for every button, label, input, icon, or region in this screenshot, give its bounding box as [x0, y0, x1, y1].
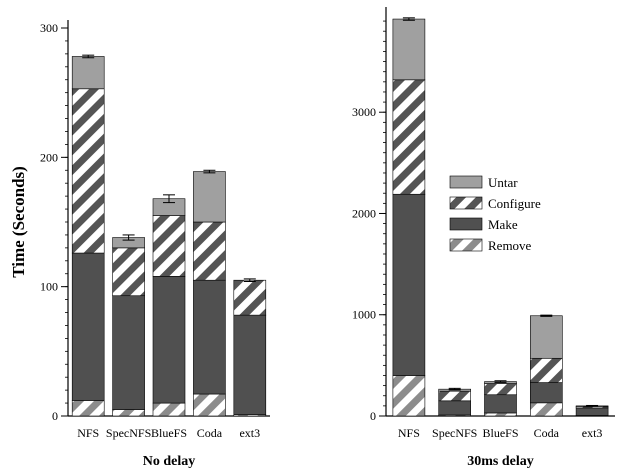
bar-segment-configure-nfs	[392, 79, 426, 195]
bar-segment-make-nfs	[392, 193, 426, 376]
bar-segment-make-ext3	[233, 314, 267, 416]
bar-segment-remove-bluefs	[484, 412, 517, 417]
legend-swatch-remove	[449, 238, 483, 252]
bar-segment-make-bluefs	[152, 276, 186, 404]
bar-segment-remove-bluefs	[152, 402, 186, 417]
bar-segment-untar-coda	[193, 171, 226, 223]
bar-segment-remove-nfs	[71, 400, 105, 417]
bar-segment-remove-coda	[529, 402, 563, 417]
y-tick-label: 300	[40, 21, 58, 35]
bar-segment-configure-coda	[193, 221, 226, 281]
bar-segment-remove-coda	[193, 393, 226, 417]
bar-segment-make-nfs	[71, 252, 105, 401]
bar-segment-untar-coda	[529, 315, 563, 359]
chart-panel-30ms-delay: 0 1000 2000 3000 NFS SpecNFS BlueFS Coda ext3 30m…	[352, 7, 615, 469]
bar-segment-configure-bluefs	[484, 383, 517, 396]
bar-segment-configure-nfs	[71, 88, 105, 254]
x-tick-label-ext3: ext3	[239, 426, 260, 440]
x-tick-label-ext3: ext3	[582, 426, 603, 440]
bar-segment-untar-nfs	[392, 18, 426, 81]
bar-segment-configure-coda	[529, 357, 563, 383]
y-tick-label: 2000	[352, 206, 376, 220]
x-tick-label-bluefs: BlueFS	[151, 426, 187, 440]
y-axis-label: Time (Seconds)	[9, 166, 28, 278]
bar-segment-make-coda	[529, 382, 563, 404]
x-tick-label-nfs: NFS	[77, 426, 99, 440]
x-tick-label-coda: Coda	[534, 426, 560, 440]
bar-segment-untar-nfs	[71, 56, 105, 90]
legend-label-untar: Untar	[488, 175, 518, 190]
bar-segment-configure-ext3	[233, 279, 267, 316]
chart-panel-no-delay: 0 100 200 300 NFS SpecNFS BlueFS Coda ext3 No del…	[40, 20, 270, 469]
bar-segment-configure-specnfs	[438, 390, 472, 402]
y-tick-label: 1000	[352, 308, 376, 322]
bar-segment-make-coda	[193, 279, 226, 395]
bar-segment-configure-specnfs	[112, 247, 145, 297]
legend-label-make: Make	[488, 217, 518, 232]
y-tick-label: 200	[40, 150, 58, 164]
bar-segment-remove-specnfs	[112, 409, 145, 417]
bar-segment-configure-bluefs	[152, 215, 186, 277]
legend-swatch-configure	[449, 196, 483, 210]
y-tick-label: 0	[370, 409, 376, 423]
chart-legend: Untar Configure Make Remove	[449, 175, 541, 253]
legend-swatch-make	[449, 217, 483, 231]
x-tick-label-bluefs: BlueFS	[482, 426, 518, 440]
panel-title-30ms-delay: 30ms delay	[467, 454, 534, 469]
y-tick-label: 0	[52, 409, 58, 423]
bar-segment-make-ext3	[575, 407, 609, 416]
x-tick-label-nfs: NFS	[398, 426, 420, 440]
x-tick-label-coda: Coda	[197, 426, 223, 440]
y-tick-label: 100	[40, 280, 58, 294]
legend-swatch-untar	[449, 175, 483, 189]
bar-segment-make-bluefs	[484, 394, 517, 414]
legend-label-remove: Remove	[488, 238, 532, 253]
x-tick-label-specnfs: SpecNFS	[432, 426, 477, 440]
legend-label-configure: Configure	[488, 196, 541, 211]
bar-segment-make-specnfs	[438, 400, 472, 416]
y-tick-label: 3000	[352, 105, 376, 119]
panel-title-no-delay: No delay	[143, 454, 196, 469]
bar-segment-make-specnfs	[112, 295, 145, 410]
bar-segment-remove-nfs	[392, 375, 426, 417]
x-tick-label-specnfs: SpecNFS	[106, 426, 151, 440]
